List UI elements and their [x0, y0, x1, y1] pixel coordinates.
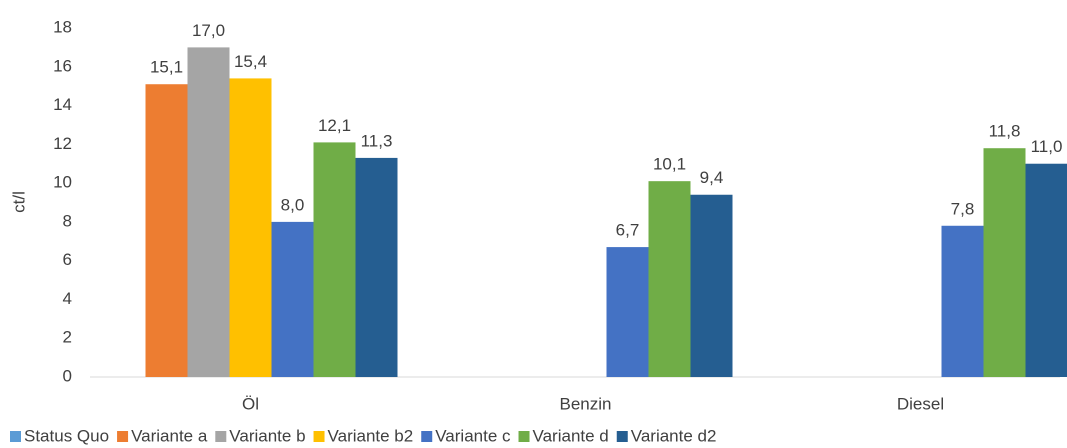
data-label: 11,3 [361, 131, 393, 150]
data-label: 15,4 [234, 52, 267, 71]
bar [941, 225, 984, 377]
bar [187, 47, 230, 378]
y-tick-label: 0 [63, 366, 72, 385]
y-tick-label: 8 [63, 211, 72, 230]
legend-swatch [117, 431, 129, 442]
data-label: 12,1 [318, 116, 351, 135]
y-tick-label: 10 [53, 173, 72, 192]
data-label: 10,1 [653, 155, 686, 174]
bar [313, 142, 356, 377]
y-tick-label: 18 [53, 17, 72, 36]
data-label: 11,8 [989, 122, 1021, 141]
data-label: 6,7 [616, 221, 640, 240]
y-tick-label: 12 [53, 134, 72, 153]
data-label: 8,0 [281, 195, 305, 214]
data-label: 9,4 [700, 168, 724, 187]
legend-swatch [215, 431, 227, 442]
legend-swatch [10, 431, 21, 442]
legend-swatch [421, 431, 433, 442]
y-axis-label: ct/l [9, 191, 28, 213]
y-tick-label: 6 [63, 250, 72, 269]
bar [648, 181, 691, 377]
bar [606, 247, 649, 377]
legend-swatch [518, 431, 530, 442]
legend-label: Variante b [229, 426, 305, 445]
y-tick-label: 14 [53, 95, 72, 114]
legend-label: Status Quo [24, 426, 109, 445]
bar [271, 221, 314, 377]
data-label: 11,0 [1031, 137, 1063, 156]
y-tick-label: 4 [63, 289, 72, 308]
bar [355, 157, 398, 377]
bar [1025, 163, 1067, 377]
data-label: 15,1 [150, 58, 183, 77]
legend-label: Variante b2 [328, 426, 414, 445]
legend-swatch [313, 431, 325, 442]
bar [145, 84, 188, 377]
y-tick-label: 2 [63, 328, 72, 347]
bar [983, 148, 1026, 377]
legend-label: Variante c [435, 426, 511, 445]
legend-label: Variante d [533, 426, 609, 445]
bar [229, 78, 272, 378]
legend-label: Variante a [131, 426, 208, 445]
legend-label: Variante d2 [631, 426, 717, 445]
data-label: 17,0 [192, 21, 225, 40]
bar [690, 194, 733, 377]
data-label: 7,8 [951, 199, 975, 218]
legend-swatch [616, 431, 628, 442]
y-tick-label: 16 [53, 56, 72, 75]
x-tick-label: Diesel [897, 394, 944, 413]
x-tick-label: Benzin [560, 394, 612, 413]
x-tick-label: Öl [242, 394, 259, 413]
